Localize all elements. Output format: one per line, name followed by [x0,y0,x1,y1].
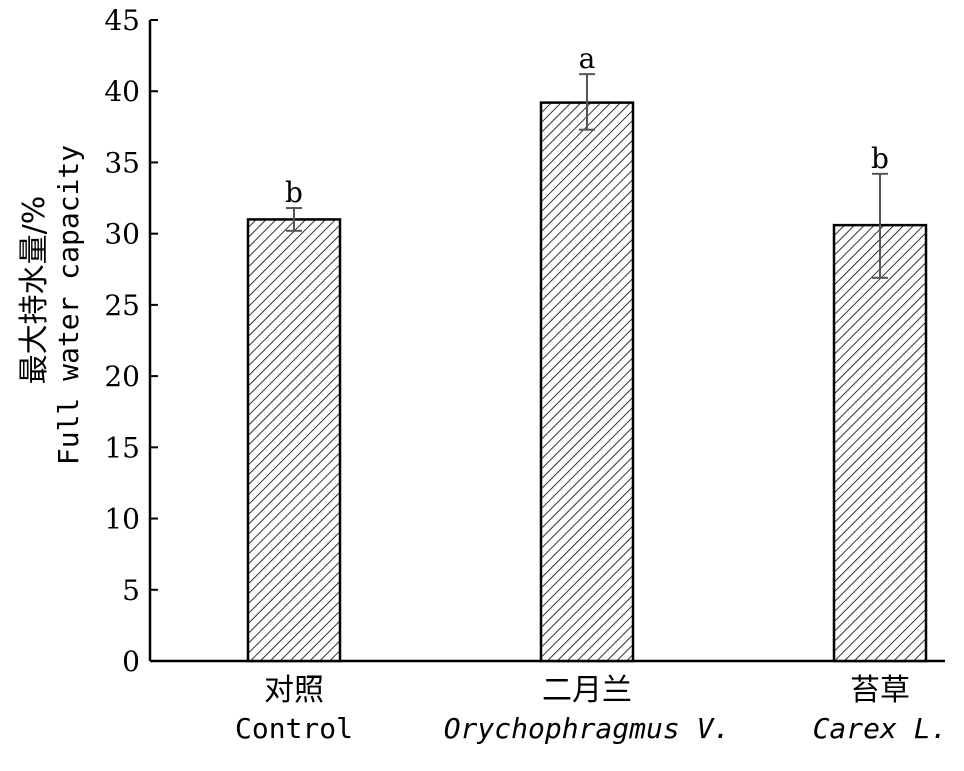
y-tick-label: 15 [104,431,140,464]
y-tick-label: 20 [104,360,140,393]
significance-label-3: b [871,142,889,175]
y-tick-label: 25 [104,289,140,322]
y-tick-label: 30 [104,218,140,251]
bars: b a b [246,42,928,663]
category-labels: 对照 Control 二月兰 Orychophragmus V. 苔草 Carex L. [235,673,947,745]
bar-3 [832,223,928,663]
significance-label-1: b [285,176,303,209]
category-label-en-2: Orychophragmus V. [444,712,731,745]
bar-2 [539,101,635,663]
category-label-cn-2: 二月兰 [542,673,632,708]
y-tick-label: 35 [104,146,140,179]
category-label-cn-3: 苔草 [850,673,910,708]
category-label-cn-1: 对照 [264,673,324,708]
y-tick-label: 10 [104,503,140,536]
y-axis-label-cn: 最大持水量/% [17,196,52,385]
y-tick-label: 40 [104,75,140,108]
y-tick-label: 5 [122,574,140,607]
y-axis-label-en: Full water capacity [52,145,85,465]
significance-label-2: a [579,42,596,75]
axes: 0 5 10 15 20 25 30 35 40 45 [104,4,945,678]
y-tick-label: 45 [104,4,140,37]
bar-1 [246,218,342,663]
y-tick-label: 0 [122,645,140,678]
category-label-en-3: Carex L. [813,712,948,745]
y-axis-label: 最大持水量/% Full water capacity [17,145,85,465]
category-label-en-1: Control [235,712,353,745]
